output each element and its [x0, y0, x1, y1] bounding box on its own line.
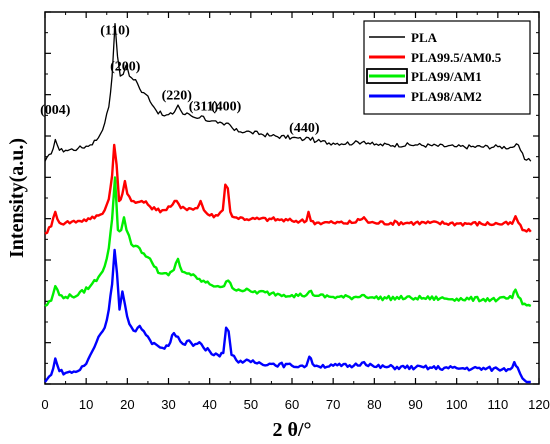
- x-tick-label: 10: [79, 397, 93, 412]
- x-tick-label: 110: [487, 397, 508, 412]
- x-tick-label: 30: [161, 397, 175, 412]
- legend-label-pla: PLA: [411, 30, 438, 45]
- x-tick-label: 100: [446, 397, 468, 412]
- x-tick-label: 120: [528, 397, 550, 412]
- y-axis-title: Intensity(a.u.): [6, 138, 28, 258]
- peak-labels: (004) (110) (200) (220)(311)(400) (440): [40, 23, 320, 136]
- legend-label-pla98: PLA98/AM2: [411, 89, 482, 104]
- legend: PLA PLA99.5/AM0.5 PLA99/AM1 PLA98/AM2: [363, 20, 531, 115]
- x-axis-title: 2 θ/°: [273, 419, 312, 441]
- series-line-3: [44, 248, 531, 384]
- peak-label: (440): [289, 121, 320, 136]
- x-tick-labels: 0 10 20 30 40 50 60 70 80 90 100 110 120: [41, 397, 549, 412]
- x-tick-label: 0: [41, 397, 48, 412]
- peak-label: (220): [162, 89, 193, 104]
- peak-label: (004): [40, 103, 71, 118]
- legend-label-pla99: PLA99/AM1: [411, 69, 482, 84]
- x-tick-label: 70: [326, 397, 340, 412]
- x-tick-label: 60: [285, 397, 299, 412]
- x-tick-label: 50: [244, 397, 258, 412]
- series-line-0: [44, 22, 532, 162]
- x-tick-label: 40: [202, 397, 216, 412]
- peak-label: (200): [110, 60, 141, 75]
- peak-label: (400): [211, 100, 242, 115]
- x-tick-label: 90: [408, 397, 422, 412]
- legend-swatch-box-pla99: [366, 68, 408, 84]
- series-line-2: [44, 176, 532, 308]
- series-lines: [44, 22, 532, 384]
- peak-label: (110): [100, 23, 130, 38]
- legend-label-pla995: PLA99.5/AM0.5: [411, 50, 502, 65]
- x-tick-label: 80: [367, 397, 381, 412]
- x-tick-label: 20: [120, 397, 134, 412]
- series-line-1: [44, 143, 532, 235]
- peak-label: (311): [189, 100, 219, 115]
- axis-ticks: [44, 11, 540, 385]
